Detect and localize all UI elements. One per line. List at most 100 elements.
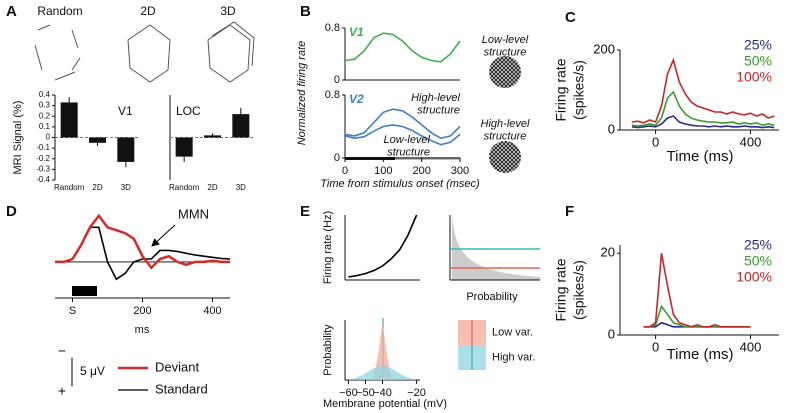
y-tick-label: 0.8 — [325, 22, 340, 34]
legend-label: 50% — [744, 253, 772, 269]
legend-label: 25% — [744, 37, 772, 53]
x-axis-label: ms — [135, 324, 150, 336]
area — [348, 365, 417, 380]
panel-label: F — [565, 203, 574, 220]
legend-label: Deviant — [155, 359, 199, 374]
x-tick-label: 400 — [203, 305, 221, 317]
x-tick-label: 400 — [740, 339, 762, 354]
x-tick-label: −50 — [356, 387, 375, 399]
y-axis-label: (spikes/s) — [571, 260, 587, 320]
line — [631, 90, 775, 127]
y-tick-label: 20 — [601, 245, 615, 260]
legend-label: High var. — [492, 351, 535, 363]
x-tick-label: S — [69, 305, 76, 317]
y-tick-label: -0.1 — [36, 143, 50, 152]
bar — [232, 114, 250, 138]
line — [348, 214, 418, 278]
scale-label: 5 μV — [80, 364, 105, 378]
line — [631, 115, 775, 129]
legend-label: 100% — [736, 69, 772, 85]
x-tick-label: 200 — [133, 305, 151, 317]
x-axis-label: Membrane potential (mV) — [323, 398, 447, 410]
x-tick-label: 3D — [236, 183, 246, 192]
image-label: High-level structure — [481, 118, 530, 143]
y-axis-label: MRI Signal (%) — [12, 101, 24, 175]
y-tick-label: -0.2 — [36, 154, 50, 163]
y-tick-label: 0 — [334, 152, 340, 164]
x-tick-label: −60 — [339, 387, 358, 399]
y-tick-label: 0.1 — [39, 122, 51, 131]
x-tick-label: 300 — [451, 165, 469, 177]
chart-title: V1 — [349, 25, 364, 39]
y-axis-label: Normalized firing rate — [296, 41, 308, 146]
stimulus-label: Random — [37, 4, 82, 18]
y-tick-label: 0.3 — [39, 101, 51, 110]
x-axis-label: Time from stimulus onset (msec) — [320, 178, 480, 190]
y-tick-label: 0.4 — [39, 90, 51, 99]
stimulus-bar — [72, 286, 97, 296]
stimulus-shapes — [34, 21, 255, 83]
x-tick-label: −20 — [407, 387, 426, 399]
series-label: Low-level structure — [384, 134, 431, 159]
polarity: − — [58, 343, 66, 359]
bar — [117, 137, 135, 162]
panel-label: A — [6, 3, 17, 20]
bar — [89, 137, 106, 143]
legend-label: 50% — [744, 53, 772, 69]
x-tick-label: −40 — [373, 387, 392, 399]
chart-title: LOC — [176, 104, 201, 118]
line — [631, 57, 775, 124]
y-tick-label: 0.8 — [325, 89, 340, 101]
line — [55, 226, 231, 281]
panel-label: C — [565, 9, 576, 26]
distribution-shade — [452, 215, 540, 280]
panel-label: B — [300, 3, 311, 20]
bar — [204, 135, 221, 138]
stimulus-label: 2D — [140, 4, 156, 18]
area — [348, 322, 417, 380]
polarity: + — [58, 383, 66, 399]
x-axis-label: Probability — [466, 291, 518, 303]
x-tick-label: 400 — [740, 134, 762, 149]
line — [344, 124, 461, 146]
chart-title: V2 — [349, 92, 364, 106]
x-tick-label: 0 — [652, 339, 659, 354]
y-axis-label: Firing rate (Hz) — [322, 211, 334, 284]
bar — [175, 137, 193, 157]
x-tick-label: 200 — [412, 165, 430, 177]
x-tick-label: 100 — [374, 165, 392, 177]
x-axis-label: Time (ms) — [667, 346, 734, 363]
y-tick-label: 200 — [593, 41, 615, 56]
line — [344, 32, 461, 63]
y-axis-label: Firing rate — [553, 258, 569, 321]
x-tick-label: 0 — [652, 134, 659, 149]
x-tick-label: Random — [169, 183, 200, 192]
y-tick-label: 0 — [334, 74, 340, 86]
line — [344, 108, 461, 140]
x-tick-label: Random — [54, 183, 85, 192]
y-tick-label: -0.3 — [36, 164, 50, 173]
y-axis-label: Firing rate — [553, 58, 569, 121]
x-tick-label: 2D — [207, 183, 217, 192]
annotation: MMN — [178, 206, 209, 221]
stimulus-image — [489, 141, 521, 173]
panel-label: E — [300, 203, 310, 220]
x-tick-label: 2D — [92, 183, 102, 192]
legend-label: 100% — [736, 269, 772, 285]
x-axis-label: Time (ms) — [667, 148, 734, 165]
stimulus-label: 3D — [220, 4, 236, 18]
panel-label: D — [6, 203, 17, 220]
y-tick-label: -0.4 — [36, 175, 50, 184]
legend-label: Low var. — [492, 326, 533, 338]
series-label: High-level structure — [411, 92, 460, 117]
stimulus-image — [489, 56, 521, 88]
y-tick-label: 0.2 — [39, 111, 51, 120]
line — [643, 253, 751, 328]
legend-label: Standard — [155, 381, 208, 396]
chart-title: V1 — [118, 104, 133, 118]
bar — [60, 102, 78, 138]
image-label: Low-level structure — [482, 34, 529, 59]
legend-label: 25% — [744, 237, 772, 253]
y-axis-label: Probability — [322, 324, 334, 376]
